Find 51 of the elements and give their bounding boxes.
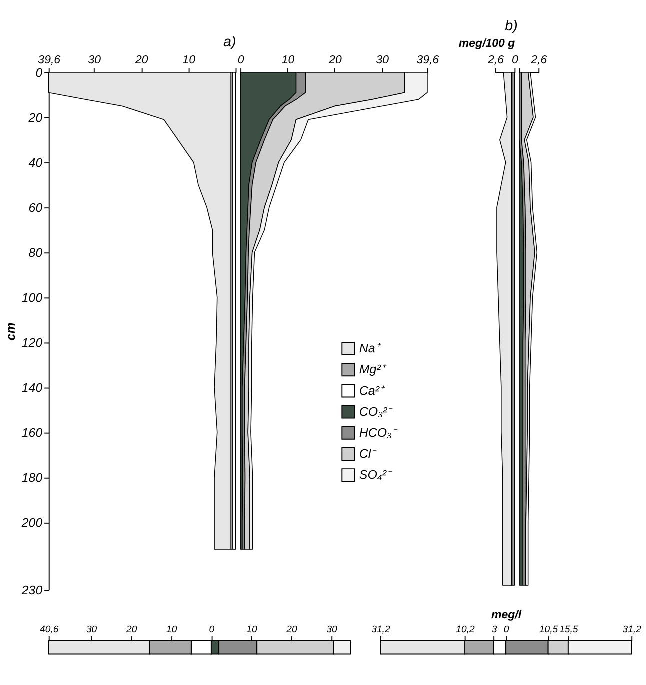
x-tick-label: 10 [246, 624, 258, 636]
y-tick-label: 0 [36, 66, 43, 80]
x-tick-label: 20 [126, 624, 138, 636]
text: Cl⁻ [359, 447, 378, 462]
y-tick-label: 100 [22, 290, 43, 305]
x-tick-label: 10,2 [456, 624, 476, 636]
y-tick-label: 160 [22, 426, 43, 440]
x-axis-title: meg/100 g [458, 38, 516, 50]
x-tick-label: 0 [512, 54, 519, 66]
legend-label: Na⁺ [359, 342, 382, 356]
legend-label: Mg²⁺ [359, 362, 387, 377]
x-tick-label: 20 [134, 54, 149, 66]
x-tick-label: 0 [504, 624, 510, 636]
x-tick-label: 30 [376, 54, 390, 66]
y-axis-title: cm [4, 322, 18, 341]
y-tick-label: 230 [20, 583, 43, 598]
x-tick-label: 30 [326, 624, 338, 636]
x-tick-label: 40,6 [40, 624, 60, 636]
text: SO₄²⁻ [359, 468, 393, 482]
x-tick-label: 20 [328, 54, 342, 66]
legend-label: Ca²⁺ [359, 384, 386, 398]
x-tick-label: 31,2 [622, 624, 642, 636]
x-tick-label: 3 [492, 624, 498, 636]
y-tick-label: 140 [22, 380, 43, 395]
x-tick-label: 10 [182, 54, 196, 66]
x-axis-title: meg/l [492, 609, 522, 622]
text: HCO₃⁻ [359, 426, 398, 440]
x-tick-label: 0 [238, 54, 245, 66]
x-tick-label: 10 [166, 624, 178, 636]
x-tick-label: 39,6 [416, 54, 440, 66]
chart-title: a) [223, 34, 236, 51]
x-tick-label: 31,2 [372, 624, 391, 636]
y-tick-label: 120 [22, 336, 43, 350]
chart-title: b) [505, 18, 518, 34]
y-tick-label: 80 [28, 246, 43, 260]
x-tick-label: 10 [282, 54, 296, 66]
x-tick-label: 0 [209, 624, 216, 636]
x-tick-label: 15,5 [560, 624, 579, 636]
x-tick-label: 30 [86, 624, 98, 636]
y-tick-label: 60 [28, 200, 43, 215]
x-tick-label: 30 [88, 54, 102, 66]
y-tick-label: 180 [22, 470, 43, 485]
x-tick-label: 2,6 [530, 54, 548, 66]
x-tick-label: 2,6 [487, 54, 505, 66]
x-tick-label: 20 [286, 624, 298, 636]
y-tick-label: 40 [28, 156, 43, 170]
text: CO₃²⁻ [359, 404, 394, 419]
y-tick-label: 200 [20, 516, 43, 530]
x-tick-label: 39,6 [38, 54, 62, 66]
y-tick-label: 20 [28, 110, 43, 125]
x-tick-label: 10,5 [539, 624, 559, 636]
